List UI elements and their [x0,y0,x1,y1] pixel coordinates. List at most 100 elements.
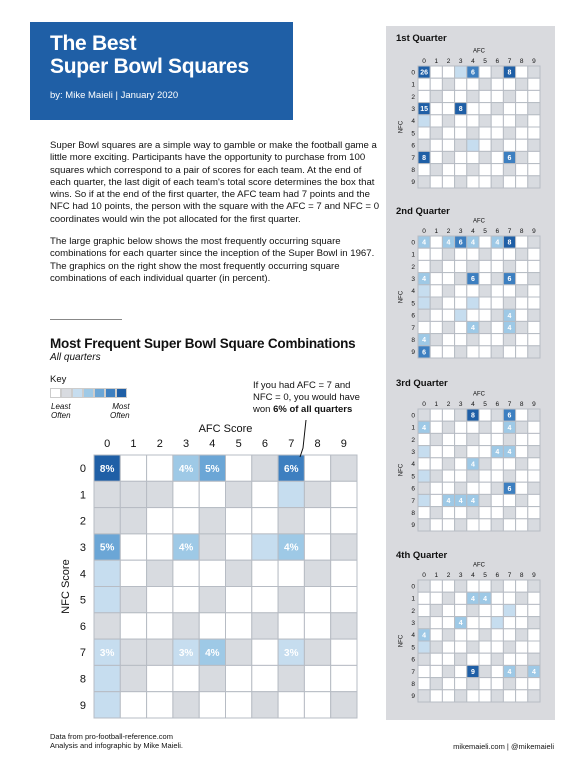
cell-label: 6 [508,413,512,420]
cell-afc5-nfc5 [478,296,492,310]
cell-label: 26 [420,70,428,77]
cell-afc6-nfc2 [490,259,504,274]
x-tick-label: 3 [459,572,463,579]
cell-afc3-nfc9 [454,689,468,703]
cell-afc9-nfc0 [527,408,541,422]
cell-afc6-nfc7 [490,150,504,165]
y-tick-label: 1 [411,425,415,432]
key-most-label: Most Often [110,402,130,420]
cell-afc9-nfc6 [330,612,358,640]
x-tick-label: 9 [341,438,347,450]
y-tick-label: 6 [411,313,415,320]
cell-label: 4 [447,498,451,505]
x-tick-label: 9 [532,58,536,65]
x-tick-label: 4 [471,228,475,235]
cell-afc1-nfc8 [119,664,148,693]
cell-afc6-nfc3 [490,102,504,116]
cell-afc3-nfc8 [454,506,468,520]
cell-afc0-nfc8 [417,677,431,691]
cell-label: 4 [471,240,475,247]
cell-afc7-nfc1 [277,480,305,509]
cell-afc0-nfc0 [417,408,431,422]
y-tick-label: 9 [411,349,415,356]
cell-afc8-nfc3 [515,616,529,630]
cell-afc7-nfc9 [502,175,517,189]
cell-afc2-nfc8 [146,664,174,693]
y-tick-label: 2 [80,516,86,528]
x-tick-label: 8 [520,228,524,235]
cell-afc6-nfc5 [251,586,279,614]
cell-afc4-nfc8 [466,333,480,347]
title-banner: The Best Super Bowl Squares by: Mike Mai… [30,22,293,120]
x-tick-label: 6 [495,401,499,408]
cell-afc7-nfc3 [277,533,305,561]
cell-afc1-nfc4 [429,457,443,471]
cell-afc8-nfc4 [515,628,529,642]
cell-afc5-nfc9 [478,345,492,359]
cell-afc4-nfc1 [466,77,480,91]
x-tick-label: 8 [520,572,524,579]
cell-afc9-nfc7 [330,638,358,666]
cell-afc8-nfc2 [303,507,332,535]
cell-afc6-nfc7 [490,493,504,508]
cell-label: 3% [179,648,194,659]
cell-afc0-nfc9 [93,691,121,719]
cell-afc2-nfc2 [441,432,456,447]
cell-afc1-nfc8 [429,677,443,691]
key-swatch-2 [72,388,83,398]
cell-afc0-nfc4 [93,559,121,588]
cell-afc6-nfc0 [490,65,504,79]
cell-afc4-nfc0 [466,579,480,593]
key-swatch-4 [94,388,105,398]
cell-afc8-nfc3 [303,533,332,561]
cell-afc5-nfc7 [478,664,492,679]
cell-afc2-nfc6 [441,652,456,666]
x-tick-label: 9 [532,228,536,235]
y-tick-label: 1 [411,252,415,259]
cell-afc6-nfc1 [490,77,504,91]
cell-afc9-nfc6 [527,138,541,152]
cell-afc5-nfc4 [478,114,492,128]
cell-afc4-nfc2 [466,432,480,447]
cell-afc8-nfc8 [303,664,332,693]
cell-afc6-nfc2 [490,603,504,618]
x-axis-label: AFC [473,49,486,55]
cell-afc3-nfc6 [454,481,468,495]
cell-afc3-nfc2 [454,432,468,447]
cell-afc6-nfc2 [490,89,504,104]
cell-afc2-nfc9 [441,175,456,189]
y-tick-label: 3 [80,542,86,554]
cell-afc4-nfc8 [466,506,480,520]
cell-afc8-nfc2 [515,259,529,274]
cell-afc5-nfc7 [478,150,492,165]
y-tick-label: 1 [80,489,86,501]
cell-afc1-nfc6 [429,481,443,495]
cell-afc3-nfc2 [454,259,468,274]
cell-afc2-nfc7 [441,150,456,165]
cell-afc3-nfc1 [454,247,468,261]
cell-afc3-nfc9 [454,345,468,359]
cell-afc7-nfc1 [502,77,517,91]
y-tick-label: 8 [411,167,415,174]
cell-afc5-nfc6 [478,138,492,152]
cell-afc3-nfc8 [454,677,468,691]
cell-afc2-nfc3 [441,616,456,630]
x-tick-label: 0 [422,401,426,408]
cell-afc0-nfc0 [417,579,431,593]
cell-afc6-nfc0 [490,408,504,422]
cell-afc8-nfc8 [515,333,529,347]
cell-afc1-nfc4 [119,559,148,588]
cell-afc8-nfc1 [515,77,529,91]
y-tick-label: 4 [411,632,415,639]
cell-afc7-nfc9 [502,689,517,703]
cell-afc3-nfc5 [454,126,468,140]
y-tick-label: 5 [411,644,415,651]
cell-afc6-nfc2 [490,432,504,447]
cell-label: 8 [508,70,512,77]
cell-afc5-nfc7 [478,320,492,335]
cell-afc8-nfc0 [303,454,332,482]
cell-afc9-nfc6 [527,481,541,495]
cell-afc5-nfc0 [478,408,492,422]
cell-label: 4 [508,425,512,432]
